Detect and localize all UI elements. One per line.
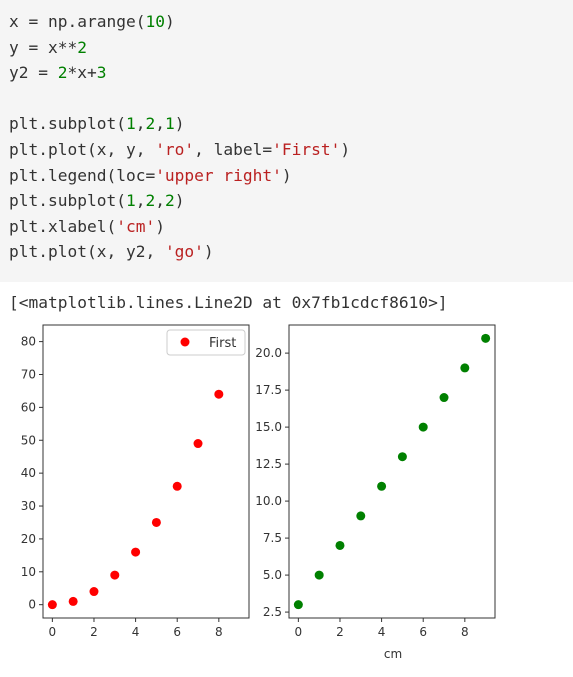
code-line: x = np.arange(10) <box>9 12 175 31</box>
xticks-right: 0 2 4 6 8 <box>295 618 469 639</box>
code-line: plt.legend(loc='upper right') <box>9 165 292 185</box>
x-tick-label: 2 <box>90 625 98 639</box>
y-tick-label: 5.0 <box>263 568 282 582</box>
x-tick-label: 4 <box>378 625 386 639</box>
data-point <box>335 540 345 550</box>
subplot-right: 0 2 4 6 8 2.5 5.0 7.5 10.0 12.5 15.0 17.5 20.0 cm <box>255 324 496 661</box>
data-point <box>47 600 57 610</box>
data-point <box>193 439 203 449</box>
x-tick-label: 2 <box>336 625 344 639</box>
y-tick-label: 70 <box>21 367 36 381</box>
points-left <box>47 333 245 610</box>
y-tick-label: 10 <box>21 565 36 579</box>
data-point <box>418 422 428 432</box>
y-tick-label: 7.5 <box>263 531 282 545</box>
y-tick-label: 17.5 <box>255 383 282 397</box>
yticks-left: 0 10 20 30 40 50 60 70 80 <box>21 335 43 612</box>
code-cell[interactable]: x = np.arange(10) y = x**2 y2 = 2*x+3 plt.s… <box>0 0 573 282</box>
y-tick-label: 50 <box>21 433 36 447</box>
x-tick-label: 4 <box>132 625 140 639</box>
code-line: plt.subplot(1,2,2) <box>9 191 185 211</box>
data-point <box>131 547 141 557</box>
y-tick-label: 2.5 <box>263 605 282 619</box>
data-point <box>89 587 99 597</box>
y-tick-label: 40 <box>21 466 36 480</box>
data-point <box>397 452 407 462</box>
x-tick-label: 8 <box>461 625 469 639</box>
data-point <box>377 481 387 491</box>
x-axis-label-right: cm <box>384 647 402 661</box>
y-tick-label: 12.5 <box>255 457 282 471</box>
x-tick-label: 8 <box>215 625 223 639</box>
y-tick-label: 0 <box>28 598 36 612</box>
data-point <box>110 570 120 580</box>
points-right <box>293 333 491 610</box>
x-tick-label: 6 <box>419 625 427 639</box>
y-tick-label: 80 <box>21 335 36 349</box>
data-point <box>214 389 224 399</box>
subplot-left: 0 2 4 6 8 0 10 20 30 40 50 60 70 80 First <box>21 324 250 639</box>
x-tick-label: 6 <box>173 625 181 639</box>
axes-frame-right <box>288 324 496 619</box>
data-point <box>460 363 470 373</box>
y-tick-label: 20 <box>21 532 36 546</box>
legend-box <box>166 329 246 356</box>
y-tick-label: 15.0 <box>255 420 282 434</box>
legend: First <box>166 329 246 356</box>
data-point <box>151 517 161 527</box>
data-point <box>481 333 491 343</box>
y-tick-label: 20.0 <box>255 346 282 360</box>
x-tick-label: 0 <box>295 625 303 639</box>
code-line: plt.subplot(1,2,1) <box>9 114 185 134</box>
output-text: [<matplotlib.lines.Line2D at 0x7fb1cdcf8… <box>9 293 448 312</box>
legend-marker <box>180 337 190 347</box>
axes-frame-left <box>42 324 250 619</box>
y-tick-label: 10.0 <box>255 494 282 508</box>
data-point <box>293 600 303 610</box>
code-line: plt.plot(x, y, 'ro', label='First') <box>9 140 351 159</box>
data-point <box>356 511 366 521</box>
code-line: plt.xlabel('cm') <box>9 216 165 236</box>
y-tick-label: 60 <box>21 400 36 414</box>
y-tick-label: 30 <box>21 499 36 513</box>
code-line: plt.plot(x, y2, 'go') <box>9 242 214 262</box>
code-line: y2 = 2*x+3 <box>9 63 107 83</box>
code-line: y = x**2 <box>9 37 87 57</box>
legend-label: First <box>209 336 236 351</box>
data-point <box>68 596 78 606</box>
data-point <box>314 570 324 580</box>
data-point <box>439 393 449 403</box>
data-point <box>172 481 182 491</box>
yticks-right: 2.5 5.0 7.5 10.0 12.5 15.0 17.5 20.0 <box>255 346 289 619</box>
x-tick-label: 0 <box>49 625 57 639</box>
xticks-left: 0 2 4 6 8 <box>49 618 223 639</box>
